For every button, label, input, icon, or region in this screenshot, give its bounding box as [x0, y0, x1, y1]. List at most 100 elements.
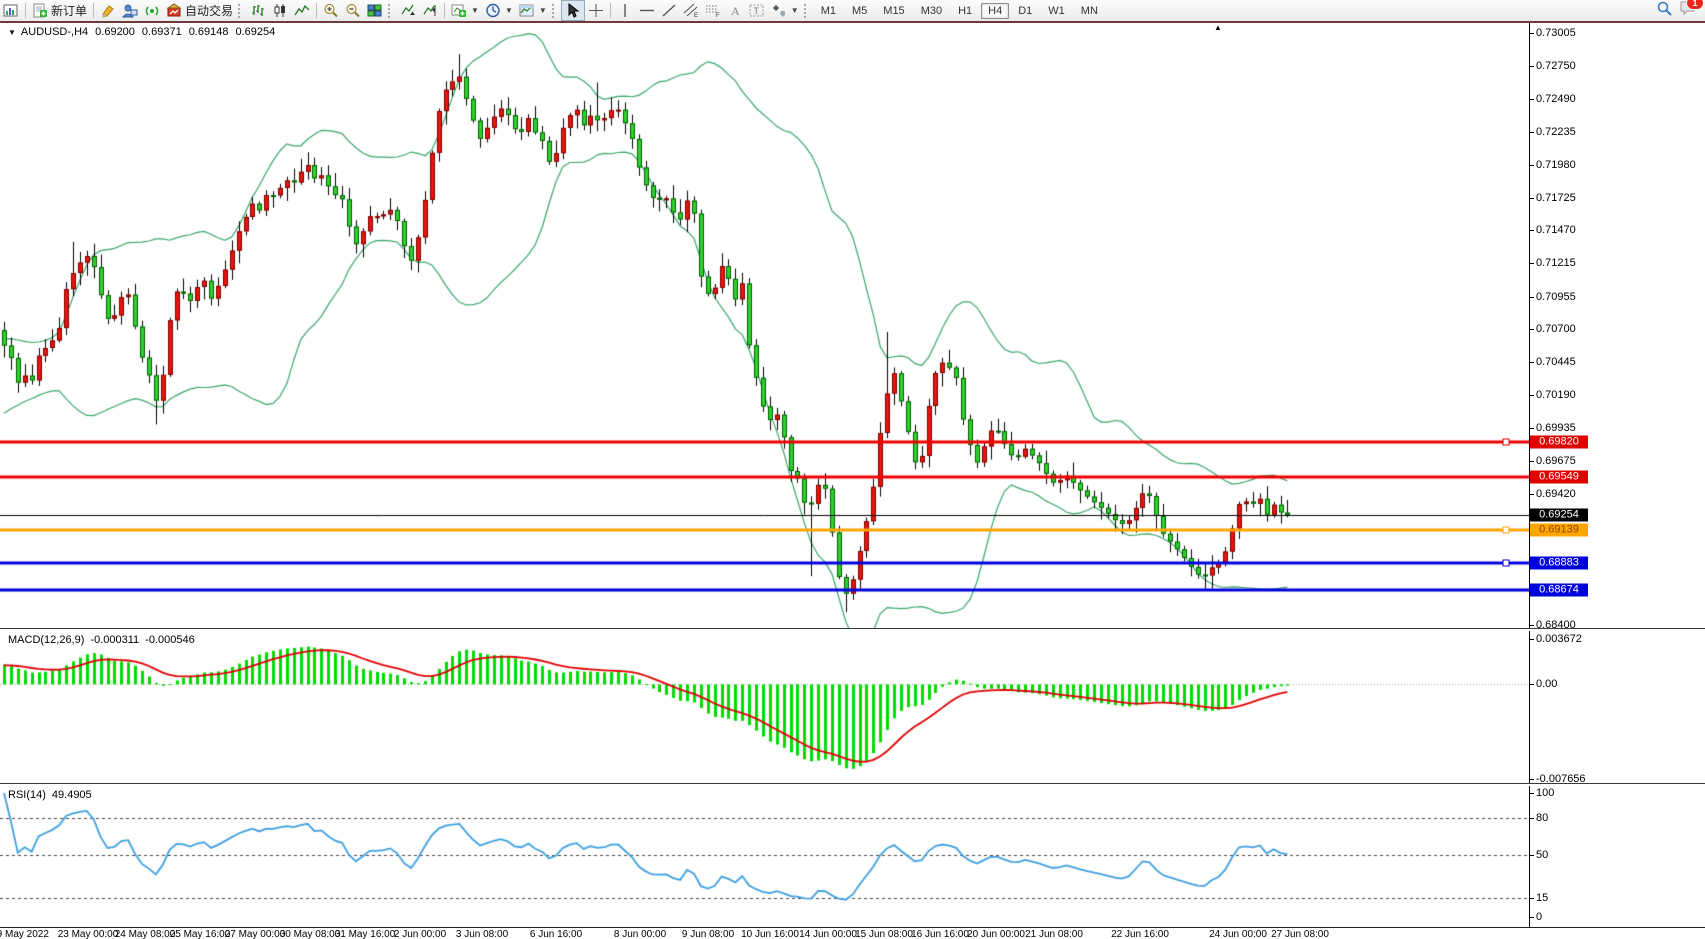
chart-shift-button[interactable] — [419, 1, 441, 20]
templates-button[interactable]: ▼ — [516, 1, 550, 20]
new-chart-button[interactable]: ▼ — [448, 1, 482, 20]
new-order-button[interactable]: 新订单 — [29, 1, 90, 20]
trendline-button[interactable] — [658, 1, 680, 20]
macd-axis-tick: 0.003672 — [1536, 633, 1582, 645]
toolbar-grip[interactable] — [803, 3, 809, 18]
macd-label: MACD(12,26,9) — [8, 634, 85, 646]
timeframe-m15[interactable]: M15 — [883, 4, 905, 17]
new-order-icon — [32, 3, 48, 18]
macd-axis-tick: -0.007656 — [1536, 773, 1586, 785]
zoom-out-button[interactable] — [342, 1, 364, 20]
timeframe-d1[interactable]: D1 — [1018, 4, 1033, 17]
cursor-button[interactable] — [560, 0, 585, 21]
timeframe-m1[interactable]: M1 — [820, 4, 836, 17]
x-axis-date-label: 14 Jun 00:00 — [799, 929, 857, 939]
horizontal-line-icon — [639, 3, 655, 18]
y-axis-tick-mark — [1529, 329, 1534, 330]
new-order-label: 新订单 — [51, 4, 88, 18]
macd-axis-tick-mark — [1529, 779, 1534, 780]
expert-advisors-button[interactable] — [119, 1, 141, 20]
y-axis-tick-mark — [1529, 395, 1534, 396]
macd-canvas[interactable] — [0, 631, 1529, 783]
timeframe-mn[interactable]: MN — [1080, 4, 1098, 17]
toolbar-grip[interactable] — [388, 3, 393, 18]
rsi-axis-tick-mark — [1529, 793, 1534, 794]
price-line-label[interactable]: 0.69139 — [1530, 523, 1588, 537]
tile-windows-button[interactable] — [364, 1, 386, 20]
price-line-label[interactable]: 0.69549 — [1530, 470, 1588, 484]
x-axis-date-label: 10 Jun 16:00 — [741, 929, 799, 939]
zoom-in-button[interactable] — [320, 1, 342, 20]
search-button[interactable] — [1656, 0, 1673, 21]
timeframe-h4[interactable]: H4 — [981, 2, 1010, 19]
timeframe-h1[interactable]: H1 — [958, 4, 973, 17]
price-line-label[interactable]: 0.69254 — [1530, 508, 1588, 522]
timeframe-group: M1 M5 M15 M30 H1 H4 D1 W1 MN — [813, 2, 1106, 19]
scroll-to-end-icon[interactable]: ▲ — [1214, 23, 1222, 32]
text-label-icon: T — [749, 3, 765, 18]
toolbar-grip[interactable] — [551, 3, 557, 18]
auto-scroll-button[interactable] — [397, 1, 419, 20]
horizontal-line-button[interactable] — [636, 1, 658, 20]
separator — [25, 3, 26, 18]
ohlc-open: 0.69200 — [95, 26, 135, 38]
chart-window-button[interactable] — [0, 1, 22, 20]
macd-axis-tick-mark — [1529, 639, 1534, 640]
period-button[interactable]: ▼ — [482, 1, 516, 20]
y-axis-tick-mark — [1529, 66, 1534, 67]
y-axis-tick: 0.72750 — [1536, 59, 1576, 72]
crosshair-button[interactable] — [585, 1, 607, 20]
price-line-label[interactable]: 0.69820 — [1530, 435, 1588, 449]
highlighter-button[interactable] — [97, 1, 119, 20]
hline-drag-handle[interactable] — [1502, 438, 1510, 446]
symbol-timeframe: AUDUSD-,H4 — [20, 26, 89, 38]
new-chart-icon — [451, 3, 467, 18]
hline-drag-handle[interactable] — [1502, 559, 1510, 567]
text-button[interactable]: A — [724, 1, 746, 20]
candlestick-chart-button[interactable] — [269, 1, 291, 20]
timeframe-w1[interactable]: W1 — [1048, 4, 1065, 17]
hline-drag-handle[interactable] — [1502, 526, 1510, 534]
arrows-icon — [771, 3, 787, 18]
y-axis-border — [1529, 21, 1530, 628]
rsi-canvas[interactable] — [0, 786, 1529, 927]
dropdown-arrow-icon: ▼ — [790, 6, 799, 15]
main-toolbar: 新订单 自动交易 ▼ ▼ ▼ E F A T ▼ — [0, 0, 1705, 23]
highlighter-icon — [100, 3, 116, 18]
bar-chart-button[interactable] — [247, 1, 269, 20]
separator — [609, 3, 611, 18]
x-axis-date-label: 3 Jun 08:00 — [455, 929, 509, 939]
chart-shift-icon — [422, 3, 438, 18]
x-axis-date-label: 19 May 2022 — [0, 929, 49, 939]
y-axis-tick: 0.69935 — [1536, 421, 1576, 434]
chat-button[interactable]: 1 — [1679, 0, 1704, 21]
price-chart-canvas[interactable] — [0, 21, 1529, 628]
signals-button[interactable] — [141, 1, 163, 20]
x-axis-date-label: 6 Jun 16:00 — [529, 929, 583, 939]
y-axis-tick-mark — [1529, 362, 1534, 363]
y-axis-tick-mark — [1529, 165, 1534, 166]
y-axis-tick: 0.73005 — [1536, 27, 1576, 39]
svg-text:A: A — [731, 4, 740, 18]
auto-trading-button[interactable]: 自动交易 — [163, 1, 236, 20]
symbol-dropdown-icon[interactable]: ▼ — [8, 28, 16, 37]
vertical-line-button[interactable] — [614, 1, 636, 20]
arrows-button[interactable]: ▼ — [768, 1, 802, 20]
price-line-label[interactable]: 0.68674 — [1530, 583, 1588, 597]
x-axis-date-label: 24 Jun 00:00 — [1209, 929, 1267, 939]
y-axis-tick: 0.71215 — [1536, 257, 1576, 270]
fibonacci-button[interactable]: F — [702, 1, 724, 20]
line-chart-button[interactable] — [291, 1, 313, 20]
candlestick-chart-icon — [272, 3, 288, 18]
y-axis-tick: 0.69420 — [1536, 487, 1576, 500]
y-axis-tick: 0.70190 — [1536, 388, 1576, 401]
rsi-axis-tick-mark — [1529, 898, 1534, 899]
timeframe-m5[interactable]: M5 — [852, 4, 868, 17]
timeframe-m30[interactable]: M30 — [920, 4, 943, 17]
chart-window-icon — [3, 3, 19, 18]
price-line-label[interactable]: 0.68883 — [1530, 556, 1588, 570]
equidistant-channel-button[interactable]: E — [680, 1, 702, 20]
toolbar-grip[interactable] — [238, 3, 243, 18]
text-label-button[interactable]: T — [746, 1, 768, 20]
